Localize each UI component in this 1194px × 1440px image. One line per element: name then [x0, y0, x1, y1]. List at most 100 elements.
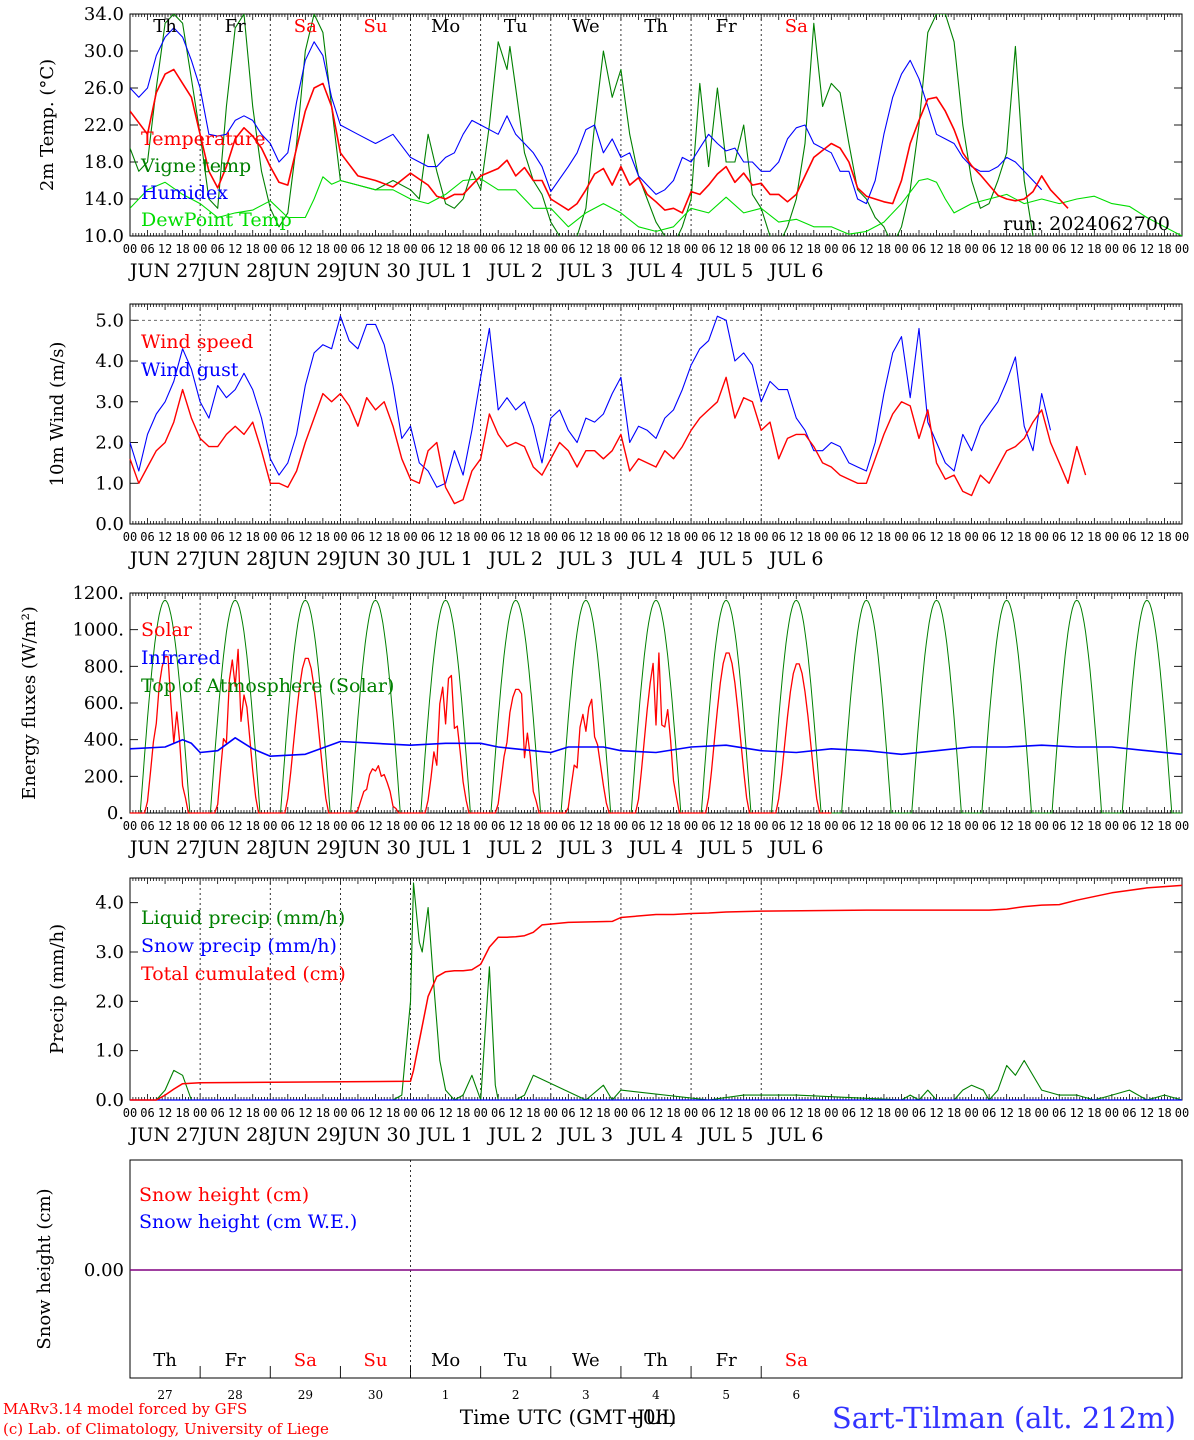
y-tick-label: 5.0 [95, 310, 124, 331]
hour-tick-label: 00 [894, 242, 908, 256]
hour-tick-label: 00 [964, 1106, 978, 1120]
hour-tick-label: 00 [193, 530, 207, 544]
total-cumulated-line [130, 884, 1183, 1101]
hour-tick-label: 00 [754, 242, 768, 256]
hour-tick-label: 00 [193, 1106, 207, 1120]
hour-tick-label: 06 [210, 530, 224, 544]
hour-tick-label: 00 [614, 1106, 628, 1120]
hour-tick-label: 12 [1070, 242, 1084, 256]
weekday-label: Th [644, 16, 668, 37]
hour-tick-label: 00 [614, 530, 628, 544]
hour-tick-label: 00 [1105, 530, 1119, 544]
y-tick-label: 1200. [72, 583, 124, 604]
hour-tick-label: 12 [999, 819, 1013, 833]
hour-tick-label: 06 [842, 242, 856, 256]
hour-tick-label: 00 [123, 1106, 137, 1120]
hour-tick-label: 06 [561, 819, 575, 833]
hour-tick-label: 12 [859, 242, 873, 256]
hour-tick-label: 00 [473, 530, 487, 544]
x-axis-label: Time UTC (GMT+0h) [460, 1405, 677, 1429]
y-tick-label: 26.0 [84, 78, 124, 99]
weekday-label: Fr [716, 16, 737, 37]
hour-tick-label: 00 [1035, 530, 1049, 544]
date-label: JUL 5 [697, 1124, 753, 1146]
hour-tick-label: 06 [281, 819, 295, 833]
hour-tick-label: 12 [719, 819, 733, 833]
hour-tick-label: 00 [263, 242, 277, 256]
hour-tick-label: 18 [807, 242, 821, 256]
hour-tick-label: 12 [649, 1106, 663, 1120]
date-label: JUL 4 [627, 260, 683, 282]
hour-tick-label: 18 [947, 1106, 961, 1120]
hour-tick-label: 18 [526, 1106, 540, 1120]
hour-tick-label: 06 [351, 530, 365, 544]
date-label: JUN 30 [338, 548, 410, 570]
y-tick-label: 3.0 [95, 392, 124, 413]
plot-frame [129, 592, 1183, 814]
date-label: JUL 6 [767, 260, 823, 282]
hour-tick-label: 18 [596, 530, 610, 544]
hour-tick-label: 06 [1122, 242, 1136, 256]
hour-tick-label: 18 [175, 242, 189, 256]
footer-line-2: (c) Lab. of Climatology, University of L… [3, 1420, 329, 1438]
y-tick-label: 0.00 [84, 1260, 124, 1281]
date-label: JUL 1 [416, 260, 472, 282]
y-tick-label: 400. [84, 730, 124, 751]
hour-tick-label: 00 [193, 819, 207, 833]
hour-tick-label: 12 [438, 530, 452, 544]
hour-tick-label: 06 [421, 242, 435, 256]
hour-tick-label: 06 [561, 242, 575, 256]
hour-tick-label: 12 [929, 530, 943, 544]
hour-tick-label: 12 [368, 242, 382, 256]
hour-tick-label: 18 [456, 242, 470, 256]
hour-tick-label: 00 [894, 1106, 908, 1120]
hour-tick-label: 06 [982, 242, 996, 256]
hour-tick-label: 00 [614, 819, 628, 833]
hour-tick-label: 06 [701, 1106, 715, 1120]
hour-tick-label: 12 [438, 242, 452, 256]
hour-tick-label: 18 [1017, 242, 1031, 256]
hour-tick-label: 12 [649, 530, 663, 544]
hour-tick-label: 06 [561, 530, 575, 544]
weekday-label: Sa [294, 1350, 317, 1371]
hour-tick-label: 12 [438, 819, 452, 833]
hour-tick-label: 06 [491, 1106, 505, 1120]
hour-tick-label: 00 [123, 242, 137, 256]
hour-tick-label: 18 [316, 819, 330, 833]
hour-tick-label: 06 [210, 1106, 224, 1120]
hour-tick-label: 18 [666, 530, 680, 544]
hour-tick-label: 18 [316, 1106, 330, 1120]
hour-tick-label: 18 [1087, 530, 1101, 544]
hour-tick-label: 06 [210, 819, 224, 833]
date-label: JUL 4 [627, 548, 683, 570]
hour-tick-label: 18 [456, 1106, 470, 1120]
hour-tick-label: 12 [649, 819, 663, 833]
hour-tick-label: 06 [982, 1106, 996, 1120]
hour-tick-label: 00 [754, 530, 768, 544]
hour-tick-label: 12 [999, 242, 1013, 256]
hour-tick-label: 18 [316, 242, 330, 256]
hour-tick-label: 00 [333, 819, 347, 833]
date-label: JUL 2 [487, 837, 543, 859]
hour-tick-label: 18 [947, 530, 961, 544]
hour-tick-label: 06 [140, 1106, 154, 1120]
date-label: JUL 6 [767, 1124, 823, 1146]
hour-tick-label: 12 [929, 819, 943, 833]
hour-tick-label: 06 [912, 242, 926, 256]
hour-tick-label: 00 [333, 242, 347, 256]
hour-tick-label: 12 [509, 242, 523, 256]
hour-tick-label: 18 [877, 242, 891, 256]
hour-tick-label: 18 [877, 530, 891, 544]
hour-tick-label: 00 [754, 1106, 768, 1120]
hour-tick-label: 06 [281, 530, 295, 544]
hour-tick-label: 18 [736, 1106, 750, 1120]
panel-temperature: 00 06 12 18 00 06 12 18 00 06 12 18 00 06 12 18 00 06 12 18… [37, 4, 1189, 282]
hour-tick-label: 18 [1087, 819, 1101, 833]
weekday-label: Tu [504, 1350, 528, 1371]
day-number-label: 1 [442, 1388, 450, 1402]
hour-tick-label: 18 [666, 819, 680, 833]
date-label: JUL 6 [767, 837, 823, 859]
hour-tick-label: 06 [982, 530, 996, 544]
y-tick-label: 200. [84, 766, 124, 787]
